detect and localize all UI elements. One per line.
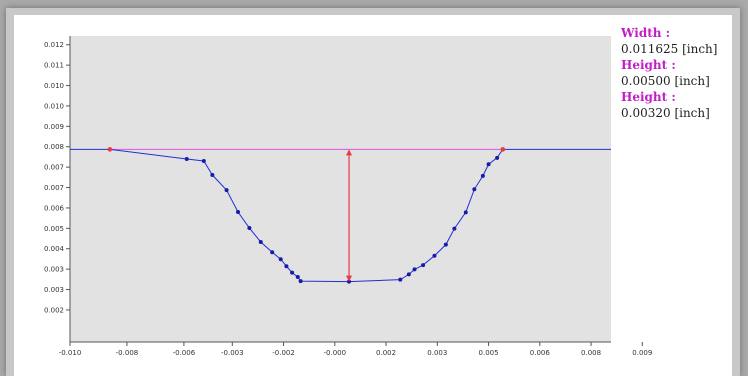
x-tick-label: 0.006	[530, 349, 551, 357]
y-tick-label: 0.008	[44, 143, 64, 151]
data-point	[258, 240, 263, 245]
data-point	[290, 270, 295, 275]
legend-height-title: Height :	[621, 58, 676, 72]
data-point	[295, 275, 300, 280]
y-tick-label: 0.007	[44, 184, 64, 192]
data-point	[472, 187, 477, 192]
x-tick-label: 0.008	[581, 349, 601, 357]
data-point	[298, 279, 303, 284]
x-tick-label: -0.003	[221, 349, 244, 357]
data-point	[201, 159, 206, 164]
y-tick-label: 0.006	[44, 204, 65, 212]
x-tick-label: -0.002	[272, 349, 295, 357]
y-tick-label: 0.004	[44, 245, 65, 253]
y-tick-label: 0.010	[44, 102, 64, 110]
data-point	[412, 267, 417, 272]
x-tick-label: 0.009	[632, 349, 652, 357]
measurement-legend: Width : 0.011625 [inch] Height : 0.00500…	[621, 25, 717, 121]
data-point	[495, 155, 500, 160]
legend-depth-title: Height :	[621, 90, 676, 104]
y-tick-label: 0.005	[44, 225, 64, 233]
legend-height-value: 0.00500 [inch]	[621, 74, 710, 88]
data-point	[452, 226, 457, 231]
x-tick-label: -0.000	[324, 349, 347, 357]
width-marker	[500, 147, 506, 152]
data-point	[421, 263, 426, 268]
plot-area	[70, 36, 611, 342]
data-point	[270, 250, 275, 255]
data-point	[278, 257, 283, 262]
x-tick-label: -0.008	[116, 349, 139, 357]
data-point	[210, 173, 215, 178]
depth-arrow-head-bottom	[346, 275, 353, 282]
data-point	[184, 156, 189, 161]
y-tick-label: 0.012	[44, 41, 64, 49]
data-point	[486, 162, 491, 167]
data-point	[432, 253, 437, 258]
data-point	[406, 272, 411, 277]
data-point	[284, 264, 289, 269]
y-tick-label: 0.011	[44, 62, 64, 70]
legend-depth-value: 0.00320 [inch]	[621, 106, 710, 120]
y-tick-label: 0.010	[44, 82, 64, 90]
y-tick-label: 0.003	[44, 286, 64, 294]
legend-width-title: Width :	[621, 26, 671, 40]
x-axis: -0.010 -0.008 -0.006 -0.003 -0.002 -0.000 0.00…	[59, 342, 652, 357]
y-axis: 0.012 0.011 0.010 0.010 0.009 0.008 0.007 0.007…	[44, 41, 70, 314]
x-tick-label: 0.002	[376, 349, 396, 357]
legend-width-value: 0.011625 [inch]	[621, 42, 718, 56]
data-point	[224, 188, 229, 193]
depth-arrow	[346, 149, 353, 282]
depth-arrow-head-top	[346, 149, 353, 156]
width-marker	[107, 147, 113, 152]
data-point	[463, 210, 468, 215]
x-tick-label: 0.005	[479, 349, 499, 357]
y-tick-label: 0.009	[44, 123, 64, 131]
y-tick-label: 0.002	[44, 306, 64, 314]
profile-series-line	[109, 148, 504, 283]
data-point	[247, 226, 252, 231]
y-tick-label: 0.007	[44, 164, 64, 172]
x-tick-label: 0.003	[427, 349, 447, 357]
data-point	[235, 210, 240, 215]
data-point	[398, 277, 403, 282]
data-point	[443, 242, 448, 247]
x-tick-label: -0.010	[59, 349, 82, 357]
y-tick-label: 0.003	[44, 266, 64, 274]
data-point	[480, 173, 485, 178]
x-tick-label: -0.006	[173, 349, 196, 357]
